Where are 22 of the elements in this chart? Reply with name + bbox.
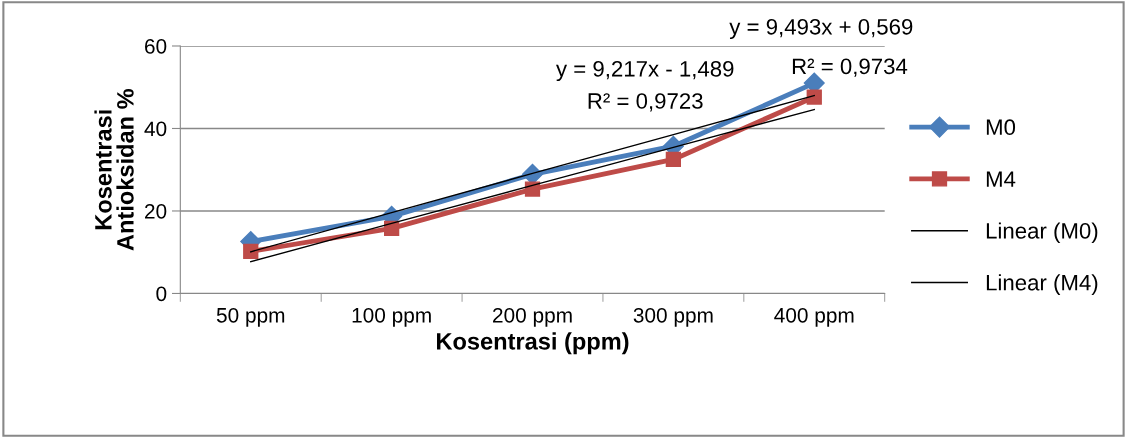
y-tick-label: 60	[145, 38, 167, 54]
legend-label: Linear (M0)	[986, 222, 1098, 244]
point	[806, 89, 822, 105]
legend-label: M0	[986, 119, 1016, 136]
point	[243, 243, 259, 260]
y-tick-label: 0	[156, 286, 167, 302]
x-tick-label: 200 ppm	[493, 307, 572, 327]
x-axis-title: Kosentrasi (ppm)	[437, 332, 629, 355]
legend-label: Linear (M4)	[986, 274, 1098, 295]
annotation: y = 9,217x - 1,489	[556, 60, 734, 82]
x-tick-label: 100 ppm	[352, 307, 431, 327]
x-tick-label: 300 ppm	[633, 307, 713, 327]
legend-label: M4	[986, 171, 1016, 187]
annotation: R² = 0,9734	[792, 58, 908, 77]
text: y = 9,493x + 0,569	[729, 18, 913, 40]
y-tick-label: 40	[144, 121, 167, 137]
x-tick-label: 50 ppm	[216, 307, 285, 327]
annotation: R² = 0,9723	[588, 93, 703, 112]
x-tick-label: 400 ppm	[774, 307, 854, 327]
y-tick-label: 20	[145, 203, 167, 219]
point	[665, 151, 682, 168]
y-axis-title: Kosentrasi Antioksidan %	[94, 89, 134, 251]
